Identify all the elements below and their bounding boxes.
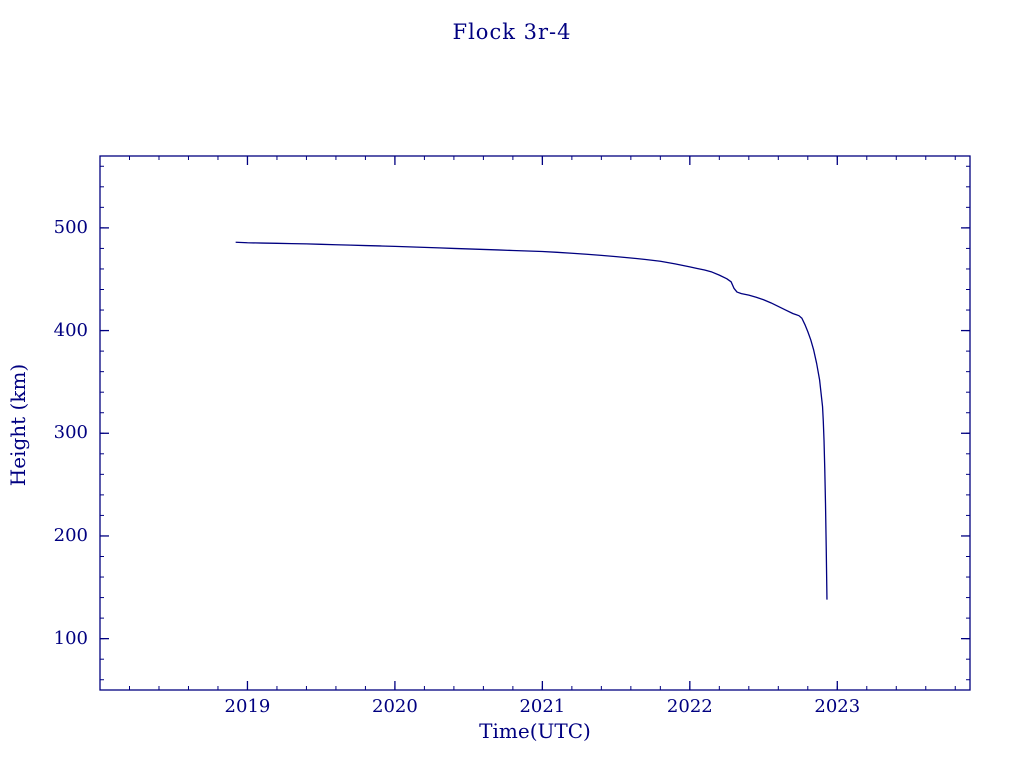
y-axis-label: Height (km) [6,363,30,487]
chart-title: Flock 3r-4 [452,20,572,44]
height-series-line [235,241,828,600]
x-axis-label: Time(UTC) [479,719,591,743]
plot-frame [99,155,971,691]
